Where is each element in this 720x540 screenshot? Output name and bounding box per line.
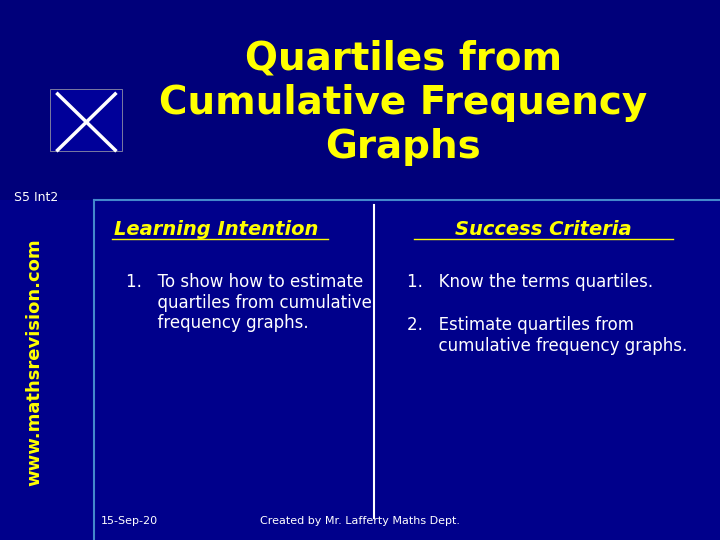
Bar bbox=[0, 0, 720, 200]
Text: www.mathsrevision.com: www.mathsrevision.com bbox=[26, 238, 44, 485]
Bar bbox=[50, 89, 122, 151]
Text: 15-Sep-20: 15-Sep-20 bbox=[101, 516, 158, 526]
Text: Created by Mr. Lafferty Maths Dept.: Created by Mr. Lafferty Maths Dept. bbox=[260, 516, 460, 526]
Text: 1.   To show how to estimate
      quartiles from cumulative
      frequency gra: 1. To show how to estimate quartiles fro… bbox=[126, 273, 372, 332]
Text: 2.   Estimate quartiles from
      cumulative frequency graphs.: 2. Estimate quartiles from cumulative fr… bbox=[407, 316, 687, 355]
Text: Success Criteria: Success Criteria bbox=[455, 220, 632, 239]
Text: Learning Intention: Learning Intention bbox=[114, 220, 318, 239]
Text: Quartiles from
Cumulative Frequency
Graphs: Quartiles from Cumulative Frequency Grap… bbox=[159, 39, 647, 166]
Text: S5 Int2: S5 Int2 bbox=[14, 191, 58, 204]
Text: 1.   Know the terms quartiles.: 1. Know the terms quartiles. bbox=[407, 273, 653, 291]
